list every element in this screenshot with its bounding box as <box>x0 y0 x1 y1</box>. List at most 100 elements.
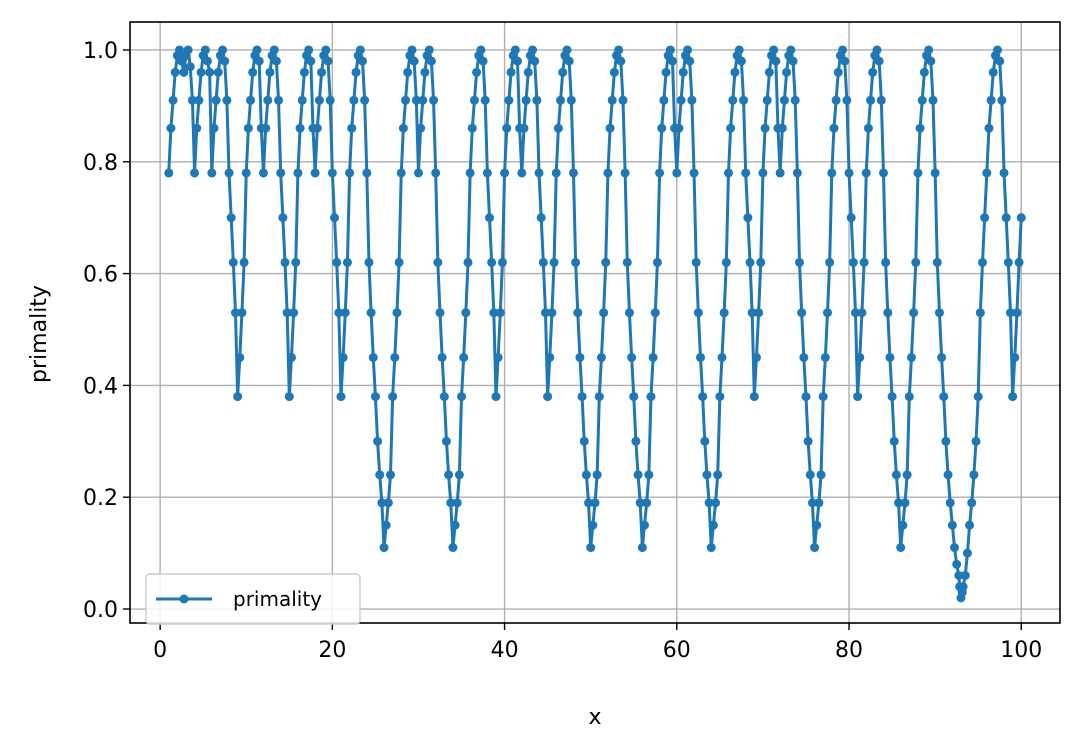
data-point <box>480 95 490 105</box>
data-point <box>698 392 708 402</box>
data-point <box>581 470 591 480</box>
data-point <box>947 520 957 530</box>
data-point <box>332 257 342 267</box>
data-point <box>467 123 477 133</box>
data-point <box>489 308 499 318</box>
data-point <box>258 168 268 178</box>
data-point <box>713 470 723 480</box>
data-point <box>657 123 667 133</box>
data-point <box>779 95 789 105</box>
data-point <box>349 95 359 105</box>
y-tick-label: 0.4 <box>83 374 118 399</box>
data-point <box>749 392 759 402</box>
data-point <box>706 543 716 553</box>
data-point <box>203 56 212 66</box>
data-point <box>185 62 195 72</box>
y-tick-label: 0.6 <box>83 263 118 288</box>
data-point <box>1016 213 1026 223</box>
data-point <box>644 470 654 480</box>
data-point <box>995 56 1005 66</box>
data-point <box>375 470 385 480</box>
data-point <box>665 45 675 55</box>
data-point <box>543 392 553 402</box>
data-point <box>861 168 871 178</box>
data-point <box>859 257 869 267</box>
axis-ticks: 0 20 40 60 80 100 0.0 0.2 0.4 0.6 0.8 1.0 <box>83 39 1042 663</box>
data-point <box>930 168 940 178</box>
data-point <box>334 308 344 318</box>
data-point <box>878 168 888 178</box>
data-point <box>213 67 223 77</box>
data-point <box>342 257 352 267</box>
data-point <box>280 257 290 267</box>
data-point <box>246 95 256 105</box>
data-point <box>605 123 615 133</box>
data-point <box>881 257 891 267</box>
data-point <box>224 168 234 178</box>
data-point <box>790 95 800 105</box>
data-point <box>491 392 501 402</box>
data-point <box>736 56 746 66</box>
data-point <box>566 95 576 105</box>
data-point <box>704 498 714 508</box>
data-point <box>797 308 807 318</box>
data-point <box>818 392 828 402</box>
data-point <box>678 67 688 77</box>
data-point <box>769 45 779 55</box>
data-point <box>196 67 206 77</box>
data-point <box>786 45 796 55</box>
data-point <box>934 308 944 318</box>
data-point <box>728 95 738 105</box>
data-point <box>433 257 443 267</box>
data-point <box>325 95 335 105</box>
data-point <box>401 95 411 105</box>
data-point <box>631 436 641 446</box>
data-point <box>650 308 660 318</box>
data-point <box>418 95 428 105</box>
data-point <box>993 45 1003 55</box>
data-point <box>646 392 656 402</box>
data-point <box>618 95 628 105</box>
data-point <box>633 470 643 480</box>
data-point <box>237 308 247 318</box>
data-point <box>263 95 273 105</box>
data-point <box>952 559 962 569</box>
data-point <box>205 67 215 77</box>
data-point <box>575 352 585 362</box>
data-point <box>170 67 180 77</box>
data-point <box>482 168 492 178</box>
data-point <box>274 95 284 105</box>
data-point <box>668 56 677 66</box>
legend: primality <box>145 573 361 625</box>
data-point <box>711 498 721 508</box>
data-point <box>685 56 695 66</box>
data-point <box>1014 257 1024 267</box>
data-point <box>164 168 174 178</box>
data-point <box>702 470 712 480</box>
data-point <box>734 45 744 55</box>
data-point <box>254 56 264 66</box>
data-point <box>637 543 647 553</box>
x-tick-label: 80 <box>835 638 863 663</box>
data-point <box>187 95 197 105</box>
data-point <box>211 95 221 105</box>
data-point <box>919 67 929 77</box>
data-point <box>282 308 292 318</box>
data-point <box>726 123 736 133</box>
data-point <box>902 470 912 480</box>
data-point <box>230 308 240 318</box>
data-point <box>347 123 357 133</box>
data-point <box>803 436 813 446</box>
data-point <box>967 498 977 508</box>
data-point <box>435 308 445 318</box>
data-point <box>820 352 830 362</box>
x-tick-label: 40 <box>491 638 519 663</box>
data-point <box>506 67 516 77</box>
grid-lines <box>130 22 1060 623</box>
data-point <box>840 56 850 66</box>
data-point <box>239 257 249 267</box>
data-point <box>269 45 279 55</box>
data-point <box>693 308 703 318</box>
data-point <box>364 257 374 267</box>
data-point <box>411 95 421 105</box>
